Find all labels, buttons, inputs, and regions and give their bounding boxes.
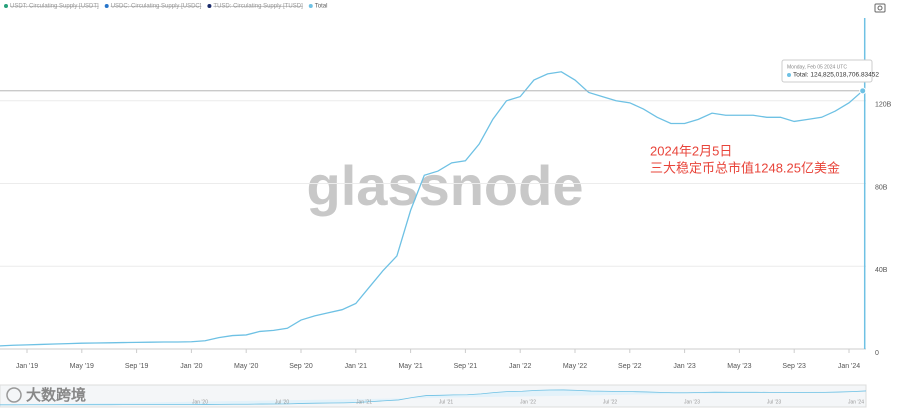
legend-swatch: [308, 4, 313, 8]
navigator-label: Jul '22: [603, 399, 618, 405]
x-tick-label: Jan '20: [180, 363, 202, 370]
navigator-label: Jul '21: [439, 399, 454, 405]
hover-point: [859, 87, 867, 95]
x-tick-label: Jan '23: [673, 363, 695, 370]
navigator-label: Jul '23: [767, 399, 782, 405]
x-tick-label: Sep '20: [289, 363, 313, 370]
y-tick-label: 40B: [875, 267, 888, 274]
navigator-label: Jan '21: [356, 399, 372, 405]
watermark: glassnode: [307, 154, 584, 217]
x-tick-label: May '20: [234, 363, 258, 370]
camera-icon[interactable]: [874, 3, 886, 13]
x-tick-label: Sep '23: [782, 363, 806, 370]
x-tick-label: Jan '24: [838, 363, 860, 370]
x-tick-label: May '19: [70, 363, 94, 370]
legend-label[interactable]: TUSD: Circulating Supply [TUSD]: [213, 4, 303, 10]
tooltip-text: Total: 124,825,018,706.83452: [793, 72, 879, 79]
x-tick-label: Sep '22: [618, 363, 642, 370]
navigator-line: [0, 389, 867, 406]
x-tick-label: Sep '21: [454, 363, 478, 370]
line-series: [0, 71, 864, 347]
y-tick-label: 80B: [875, 184, 888, 191]
x-tick-label: Jan '19: [16, 363, 38, 370]
x-tick-label: May '22: [563, 363, 587, 370]
annotation: 2024年2月5日: [650, 143, 732, 158]
annotation: 三大稳定币总市值1248.25亿美金: [650, 160, 840, 175]
source-logo: 大数跨境: [26, 386, 86, 404]
logo-icon: [6, 387, 22, 403]
tooltip-swatch: [787, 73, 791, 77]
navigator-label: Jul '20: [275, 399, 290, 405]
legend-swatch: [4, 4, 8, 8]
tooltip-date: Monday, Feb 05 2024 UTC: [787, 64, 847, 70]
navigator-label: Jan '23: [684, 399, 700, 405]
legend-swatch: [104, 4, 109, 8]
legend-label[interactable]: Total: [315, 4, 328, 10]
x-tick-label: May '21: [398, 363, 422, 370]
tooltip: [781, 59, 873, 83]
legend-swatch: [207, 4, 212, 8]
legend-label[interactable]: USDT: Circulating Supply [USDT]: [10, 4, 99, 10]
navigator-label: Jan '20: [192, 399, 208, 405]
y-tick-label: 0: [875, 350, 879, 357]
navigator-label: Jan '22: [520, 399, 536, 405]
x-tick-label: May '23: [727, 363, 751, 370]
legend-label[interactable]: USDC: Circulating Supply [USDC]: [111, 4, 202, 10]
x-tick-label: Jan '22: [509, 363, 531, 370]
x-tick-label: Sep '19: [125, 363, 149, 370]
y-tick-label: 120B: [875, 102, 892, 109]
navigator-label: Jan '24: [848, 399, 864, 405]
x-tick-label: Jan '21: [345, 363, 367, 370]
